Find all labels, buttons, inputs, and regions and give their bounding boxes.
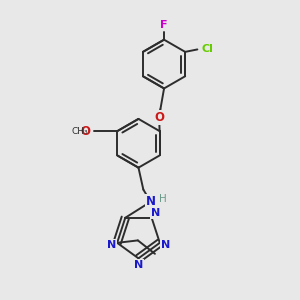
Text: Cl: Cl (201, 44, 213, 54)
Text: N: N (106, 240, 116, 250)
Text: N: N (146, 195, 156, 208)
Text: N: N (151, 208, 160, 218)
Text: N: N (161, 240, 170, 250)
Text: N: N (134, 260, 143, 270)
Text: O: O (154, 111, 164, 124)
Text: O: O (80, 124, 91, 138)
Text: F: F (160, 20, 168, 31)
Text: H: H (159, 194, 167, 204)
Text: CH₃: CH₃ (72, 127, 88, 136)
